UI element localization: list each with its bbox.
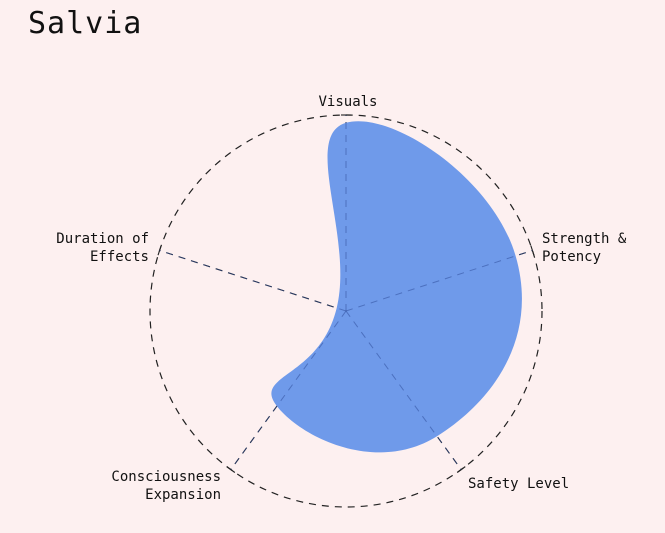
spoke-overlay-strength-potency [345,249,533,312]
axis-label-safety-level-line1: Safety Level [468,476,569,492]
axis-label-consciousness-expansion-line2: Expansion [145,487,221,503]
chart-title: Salvia [28,6,143,41]
spoke-overlay-consciousness-expansion [230,310,347,470]
axis-label-duration-of-effects-line1: Duration of [56,231,149,247]
axis-label-strength-potency-line2: Potency [542,249,601,265]
axis-label-consciousness-expansion-line1: Consciousness [111,469,221,485]
axis-label-visuals-line1: Visuals [318,94,377,110]
axis-labels: Visuals Strength & Potency Safety Level Cons… [56,94,627,503]
axis-label-strength-potency-line1: Strength & [542,231,627,247]
radar-area [271,121,522,453]
tick-safety-level [456,466,466,473]
spoke-overlay-duration-of-effects [159,249,347,312]
spoke-overlay-safety-level [345,310,462,470]
axis-label-duration-of-effects-line2: Effects [90,249,149,265]
